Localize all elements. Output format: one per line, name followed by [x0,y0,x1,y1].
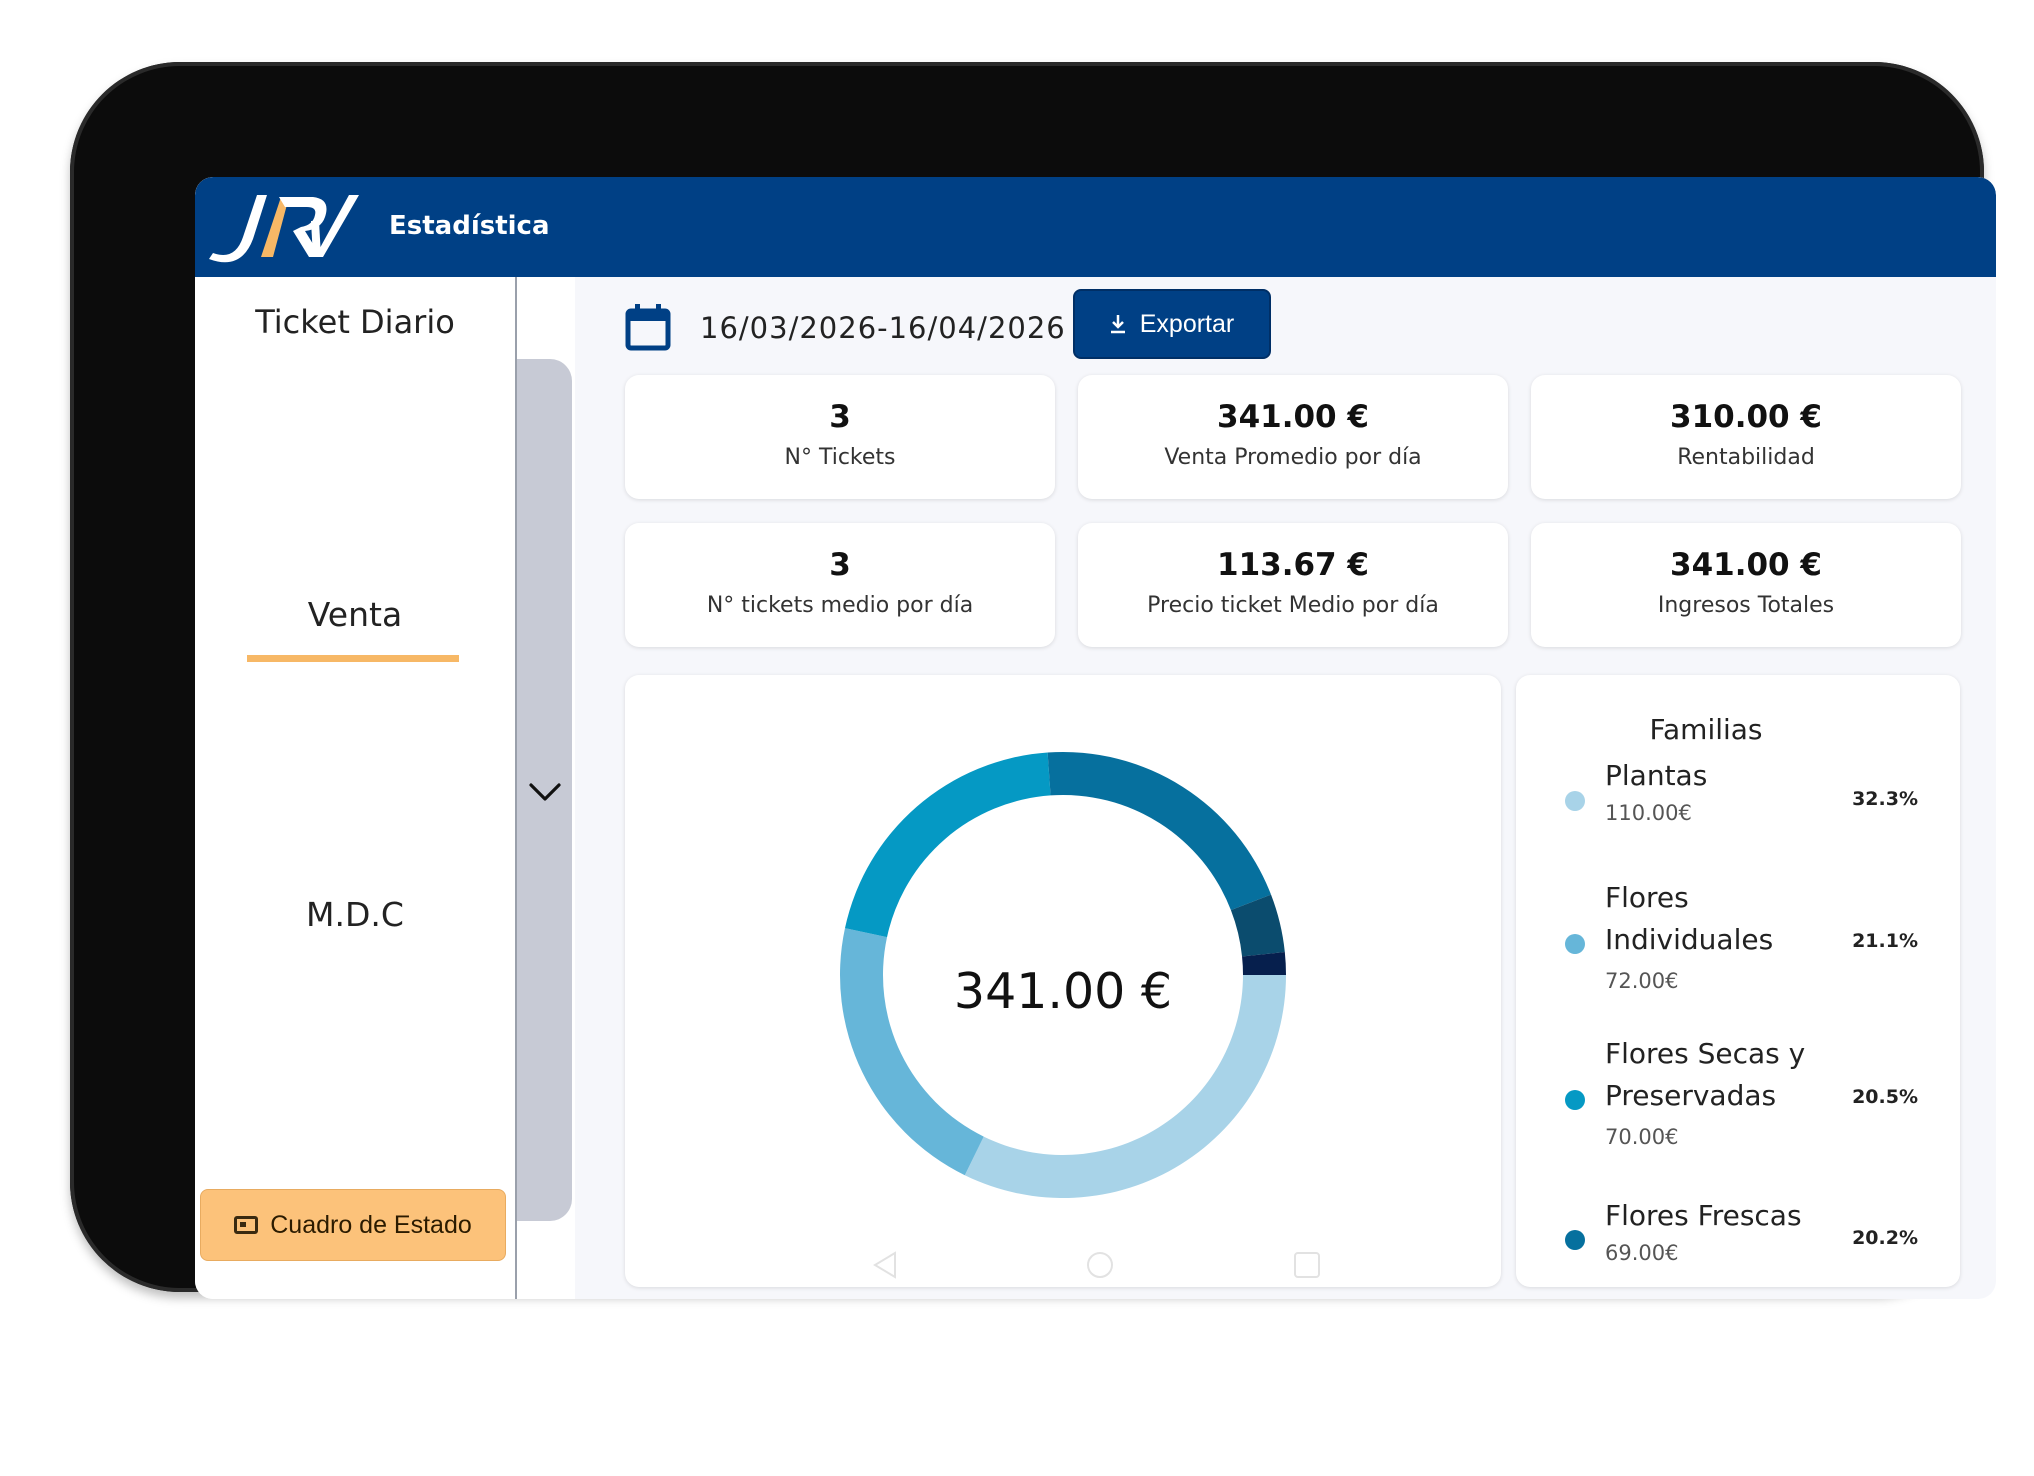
calendar-icon[interactable] [625,303,671,351]
download-icon [1110,315,1125,334]
legend-percent: 20.2% [1852,1227,1918,1249]
stat-label: Venta Promedio por día [1164,445,1422,470]
donut-slice-4[interactable] [1230,894,1285,957]
legend-percent: 20.5% [1852,1086,1918,1108]
stat-value: 341.00 € [1217,399,1369,435]
date-range[interactable]: 16/03/2026-16/04/2026 [700,311,1066,345]
stat-value: 341.00 € [1670,547,1822,583]
donut-slice-2[interactable] [844,752,1051,938]
stat-label: Ingresos Totales [1657,593,1835,618]
legend-name: Flores Individuales [1605,881,1774,956]
legend-name: Flores Frescas [1605,1199,1802,1232]
stat-label: Rentabilidad [1677,445,1815,470]
stat-card-venta-promedio: 341.00 € Venta Promedio por día [1078,375,1508,499]
sidebar-heading: Ticket Diario [255,303,455,341]
donut-chart-card: 341.00 € [625,675,1501,1287]
monitor-icon [234,1216,259,1234]
main-content: 16/03/2026-16/04/2026 Exportar 3 N° Tick… [575,277,1996,1299]
donut-chart [840,752,1286,1198]
stat-label: N° Tickets [784,445,896,470]
export-button[interactable]: Exportar [1073,289,1271,359]
donut-slice-0[interactable] [964,975,1286,1198]
chevron-down-icon[interactable] [528,780,562,804]
stat-card-precio-ticket: 113.67 € Precio ticket Medio por día [1078,523,1508,647]
legend-amount: 69.00€ [1605,1241,1679,1265]
stat-card-ingresos: 341.00 € Ingresos Totales [1531,523,1961,647]
legend-percent: 21.1% [1852,930,1918,952]
legend-name: Plantas [1605,759,1708,792]
tablet-frame: Estadística Ticket Diario Venta M.D.C Cu… [70,62,1996,1299]
app-screen: Estadística Ticket Diario Venta M.D.C Cu… [195,177,1996,1299]
stat-value: 3 [829,547,851,583]
legend-title: Familias [1649,713,1763,746]
legend-color-dot [1565,791,1585,811]
legend-name: Flores Secas y Preservadas [1605,1037,1806,1112]
legend-amount: 70.00€ [1605,1125,1679,1149]
families-legend-card: Familias Plantas 110.00€ 32.3% Flores In… [1516,675,1960,1287]
legend-amount: 110.00€ [1605,801,1692,825]
jrv-logo [209,195,359,263]
stat-value: 310.00 € [1670,399,1822,435]
android-nav-hints [873,1251,1320,1279]
stat-value: 113.67 € [1217,547,1369,583]
sidebar: Ticket Diario Venta M.D.C Cuadro de Esta… [195,277,517,1299]
legend-percent: 32.3% [1852,788,1918,810]
donut-slice-1[interactable] [840,928,984,1176]
stat-value: 3 [829,399,851,435]
legend-amount: 72.00€ [1605,969,1679,993]
cuadro-de-estado-label: Cuadro de Estado [270,1210,472,1239]
export-label: Exportar [1139,309,1235,338]
stat-card-rentabilidad: 310.00 € Rentabilidad [1531,375,1961,499]
donut-slice-4-b[interactable] [1242,952,1286,975]
donut-slice-3[interactable] [1047,752,1272,911]
active-tab-indicator [247,655,459,662]
app-bar: Estadística [195,177,1996,277]
cuadro-de-estado-button[interactable]: Cuadro de Estado [200,1189,506,1261]
stat-card-tickets: 3 N° Tickets [625,375,1055,499]
app-title: Estadística [389,211,550,241]
sidebar-collapse-rail[interactable] [517,359,572,1221]
stat-label: Precio ticket Medio por día [1147,593,1439,618]
legend-color-dot [1565,1230,1585,1250]
legend-color-dot [1565,934,1585,954]
sidebar-item-mdc[interactable]: M.D.C [306,895,404,934]
donut-total: 341.00 € [953,963,1173,1020]
stat-label: N° tickets medio por día [706,593,974,618]
sidebar-item-venta[interactable]: Venta [307,595,403,634]
stat-card-tickets-medio: 3 N° tickets medio por día [625,523,1055,647]
legend-color-dot [1565,1090,1585,1110]
